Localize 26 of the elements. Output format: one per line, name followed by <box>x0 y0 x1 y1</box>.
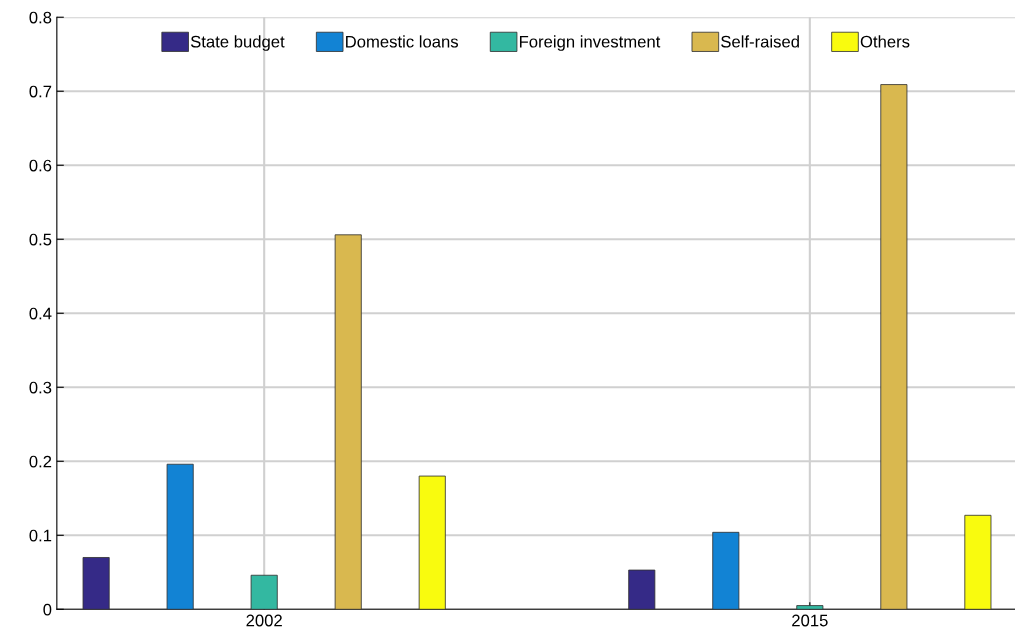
legend-label: Self-raised <box>721 35 799 48</box>
bar <box>166 463 194 610</box>
y-tick-label: 0.6 <box>29 159 52 172</box>
legend-label: Others <box>860 35 910 48</box>
y-tick-label: 0.4 <box>29 307 52 320</box>
y-tick-label: 0.1 <box>29 529 52 542</box>
bar <box>82 557 110 610</box>
bar <box>250 574 278 610</box>
y-tick-label: 0.5 <box>29 233 52 246</box>
y-tick-label: 0.7 <box>29 85 52 98</box>
legend-label: Domestic loans <box>346 35 459 48</box>
y-tick-label: 0.3 <box>29 381 52 394</box>
bar <box>334 234 362 610</box>
bar <box>418 475 446 610</box>
y-tick-label: 0.8 <box>29 11 52 24</box>
x-tick-label: 2015 <box>792 614 828 627</box>
legend-label: Foreign investment <box>519 35 661 51</box>
bar <box>796 605 824 610</box>
bar <box>712 531 740 610</box>
bar <box>880 84 908 610</box>
bar <box>964 514 992 610</box>
x-tick-label: 2002 <box>246 614 282 627</box>
bar <box>628 569 656 610</box>
legend-label: State budget <box>190 35 285 51</box>
y-tick-label: 0.2 <box>29 455 52 468</box>
y-tick-label: 0 <box>43 603 52 616</box>
